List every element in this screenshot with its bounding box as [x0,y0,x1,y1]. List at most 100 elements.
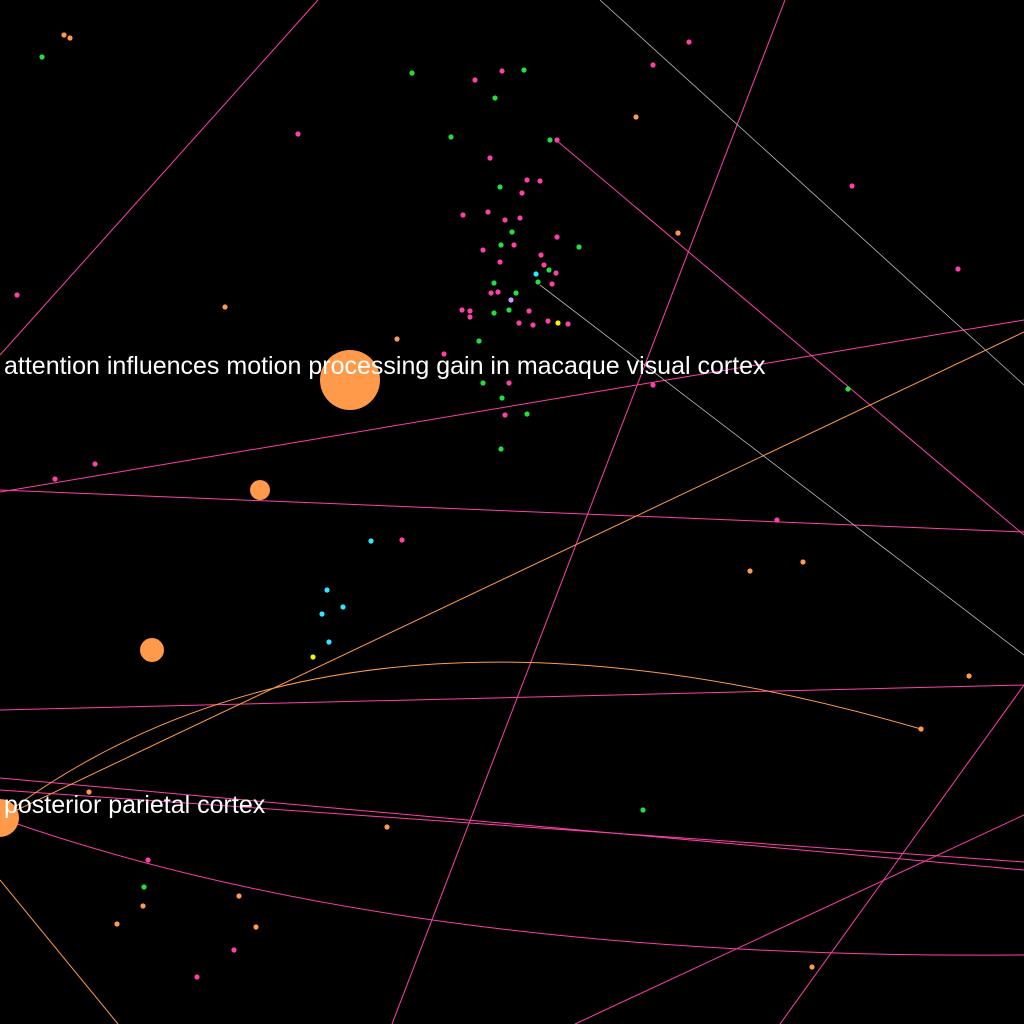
graph-node[interactable] [555,320,561,326]
graph-node[interactable] [409,70,415,76]
graph-node[interactable] [86,789,92,795]
graph-node[interactable] [576,244,582,250]
hub-node-main[interactable] [320,350,380,410]
graph-node[interactable] [516,320,522,326]
graph-node[interactable] [502,412,508,418]
graph-node[interactable] [499,68,505,74]
graph-node[interactable] [141,884,147,890]
graph-node[interactable] [633,114,639,120]
graph-node[interactable] [519,190,525,196]
graph-node[interactable] [67,35,73,41]
graph-node[interactable] [497,184,503,190]
graph-node[interactable] [640,807,646,813]
graph-node[interactable] [554,137,560,143]
graph-node[interactable] [513,290,519,296]
graph-node[interactable] [61,32,67,38]
graph-node[interactable] [231,947,237,953]
graph-node[interactable] [319,611,325,617]
graph-node[interactable] [194,974,200,980]
graph-node[interactable] [222,304,228,310]
graph-node[interactable] [459,307,465,313]
graph-node[interactable] [39,54,45,60]
graph-node[interactable] [295,131,301,137]
graph-node[interactable] [394,336,400,342]
hub-node-tertiary[interactable] [140,638,164,662]
graph-node[interactable] [675,230,681,236]
graph-node[interactable] [52,476,58,482]
graph-node[interactable] [480,247,486,253]
graph-node[interactable] [511,242,517,248]
graph-node[interactable] [491,310,497,316]
graph-node[interactable] [553,270,559,276]
graph-node[interactable] [498,242,504,248]
graph-node[interactable] [368,538,374,544]
graph-node[interactable] [497,259,503,265]
graph-node[interactable] [537,178,543,184]
graph-node[interactable] [509,229,515,235]
graph-node[interactable] [545,318,551,324]
graph-node[interactable] [565,321,571,327]
graph-node[interactable] [845,386,851,392]
graph-node[interactable] [92,461,98,467]
graph-node[interactable] [310,654,316,660]
graph-node[interactable] [517,215,523,221]
graph-node[interactable] [506,380,512,386]
graph-node[interactable] [849,183,855,189]
graph-node[interactable] [549,281,555,287]
graph-node[interactable] [145,857,151,863]
graph-node[interactable] [491,280,497,286]
graph-node[interactable] [747,568,753,574]
graph-node[interactable] [480,380,486,386]
graph-node[interactable] [546,267,552,273]
graph-node[interactable] [650,62,656,68]
graph-node[interactable] [14,292,20,298]
graph-node[interactable] [236,893,242,899]
graph-node[interactable] [650,382,656,388]
graph-node[interactable] [554,234,560,240]
graph-node[interactable] [533,271,539,277]
graph-node[interactable] [460,212,466,218]
graph-node[interactable] [495,289,501,295]
graph-node[interactable] [526,308,532,314]
graph-node[interactable] [809,964,815,970]
graph-node[interactable] [324,587,330,593]
graph-node[interactable] [476,338,482,344]
graph-node[interactable] [524,411,530,417]
graph-node[interactable] [547,137,553,143]
graph-node[interactable] [441,351,447,357]
graph-node[interactable] [253,924,259,930]
graph-node[interactable] [966,673,972,679]
graph-node[interactable] [492,95,498,101]
graph-node[interactable] [488,290,494,296]
graph-node[interactable] [918,726,924,732]
graph-node[interactable] [541,262,547,268]
graph-node[interactable] [530,322,536,328]
hub-node-ppc[interactable] [0,799,19,837]
hub-node-secondary[interactable] [250,480,270,500]
graph-node[interactable] [506,307,512,313]
graph-node[interactable] [487,155,493,161]
graph-node[interactable] [800,559,806,565]
graph-node[interactable] [448,134,454,140]
graph-node[interactable] [467,314,473,320]
graph-node[interactable] [508,297,514,303]
graph-node[interactable] [502,217,508,223]
graph-node[interactable] [535,279,541,285]
graph-node[interactable] [524,177,530,183]
graph-node[interactable] [485,209,491,215]
graph-node[interactable] [340,604,346,610]
graph-node[interactable] [498,446,504,452]
graph-node[interactable] [472,77,478,83]
graph-node[interactable] [467,308,473,314]
graph-node[interactable] [521,67,527,73]
graph-node[interactable] [114,921,120,927]
graph-node[interactable] [140,903,146,909]
graph-node[interactable] [384,824,390,830]
graph-node[interactable] [538,252,544,258]
graph-node[interactable] [326,639,332,645]
graph-node[interactable] [399,537,405,543]
graph-node[interactable] [955,266,961,272]
graph-node[interactable] [499,395,505,401]
graph-node[interactable] [774,517,780,523]
